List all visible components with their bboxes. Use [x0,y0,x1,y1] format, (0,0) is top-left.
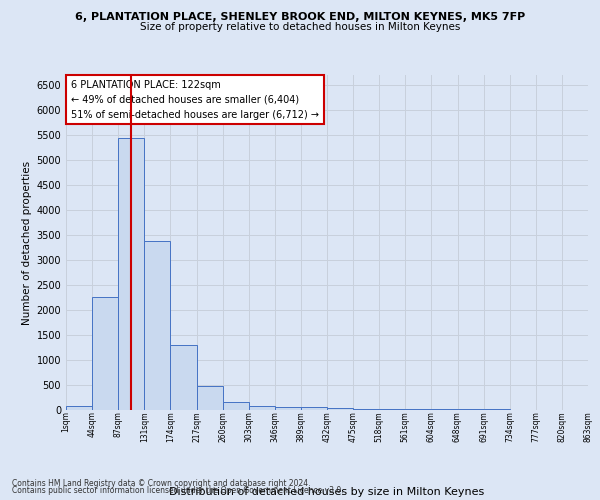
Bar [353,408,379,410]
X-axis label: Distribution of detached houses by size in Milton Keynes: Distribution of detached houses by size … [169,486,485,496]
Bar [406,409,431,410]
Bar [275,407,301,410]
Bar [379,409,406,410]
Text: 6, PLANTATION PLACE, SHENLEY BROOK END, MILTON KEYNES, MK5 7FP: 6, PLANTATION PLACE, SHENLEY BROOK END, … [75,12,525,22]
Y-axis label: Number of detached properties: Number of detached properties [22,160,32,324]
Bar [145,241,170,410]
Bar [301,407,327,410]
Bar [249,406,275,410]
Text: Contains HM Land Registry data © Crown copyright and database right 2024.: Contains HM Land Registry data © Crown c… [12,478,311,488]
Bar [170,344,197,410]
Bar [458,409,484,410]
Bar [431,409,458,410]
Text: Contains public sector information licensed under the Open Government Licence v3: Contains public sector information licen… [12,486,344,495]
Text: 6 PLANTATION PLACE: 122sqm
← 49% of detached houses are smaller (6,404)
51% of s: 6 PLANTATION PLACE: 122sqm ← 49% of deta… [71,80,319,120]
Bar [92,296,118,410]
Bar [327,408,353,410]
Text: Size of property relative to detached houses in Milton Keynes: Size of property relative to detached ho… [140,22,460,32]
Bar [223,402,249,410]
Bar [118,138,145,410]
Bar [66,406,92,410]
Bar [197,386,223,410]
